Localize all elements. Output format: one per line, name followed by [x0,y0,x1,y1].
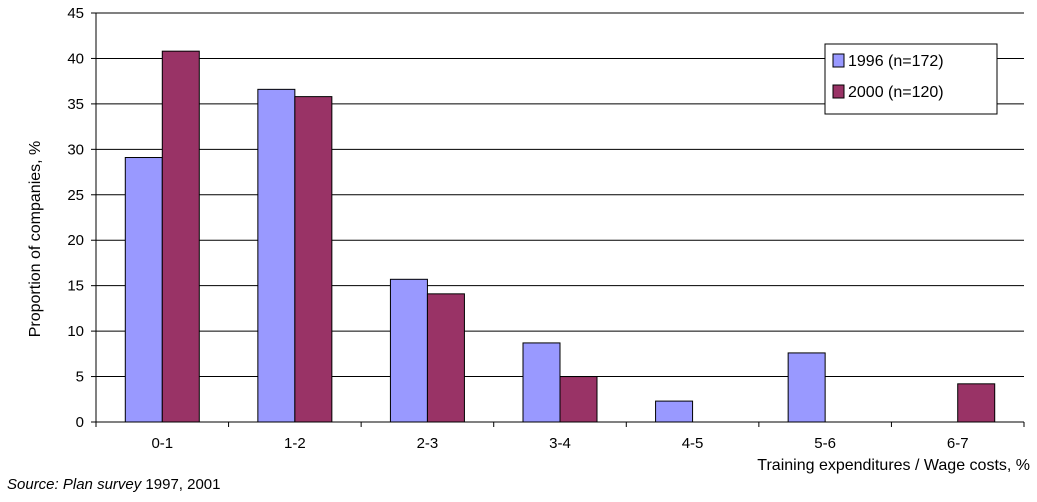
y-tick-labels: 0 5 10 15 20 25 30 35 40 45 [67,5,84,431]
y-axis-label: Proportion of companies, % [27,141,44,338]
gridlines [96,12,1024,378]
bar [389,278,428,423]
y-tick-label: 25 [67,187,84,204]
x-tick-label: 0-1 [151,435,173,452]
bar [124,157,163,423]
x-axis-label: Training expenditures / Wage costs, % [757,457,1030,474]
source-note: Source: Plan survey 1997, 2001 [7,476,221,493]
x-tick-label: 1-2 [284,435,306,452]
y-tick-label: 15 [67,278,84,295]
y-tick-label: 30 [67,141,84,158]
x-tick-label: 5-6 [814,435,836,452]
bar [161,50,200,423]
y-tick-label: 20 [67,232,84,249]
x-tick-labels: 0-1 1-2 2-3 3-4 4-5 5-6 6-7 [151,435,968,452]
source-label: Source: [7,476,59,493]
bar [522,342,561,423]
legend-label: 2000 (n=120) [848,84,944,101]
y-tick-label: 35 [67,96,84,113]
x-tick-label: 3-4 [549,435,571,452]
bar [559,376,598,423]
source-name: Plan survey [62,476,142,493]
x-tick-label: 2-3 [417,435,439,452]
legend: 1996 (n=172) 2000 (n=120) [824,43,998,115]
legend-swatch [832,84,845,99]
bar [257,88,296,423]
bar [957,383,996,423]
bars [124,50,996,423]
x-tick-label: 4-5 [682,435,704,452]
bar [426,293,465,423]
y-tick-label: 5 [76,369,84,386]
bar [787,352,826,423]
bar [294,96,333,423]
source-years: 1997, 2001 [145,476,221,493]
y-tick-label: 40 [67,50,84,67]
bar [655,400,694,423]
y-tick-label: 10 [67,323,84,340]
axes [91,12,1025,427]
legend-label: 1996 (n=172) [848,53,944,70]
y-tick-label: 45 [67,5,84,22]
legend-swatch [832,53,845,68]
legend-box [824,43,998,115]
x-tick-label: 6-7 [947,435,969,452]
y-tick-label: 0 [76,414,84,431]
